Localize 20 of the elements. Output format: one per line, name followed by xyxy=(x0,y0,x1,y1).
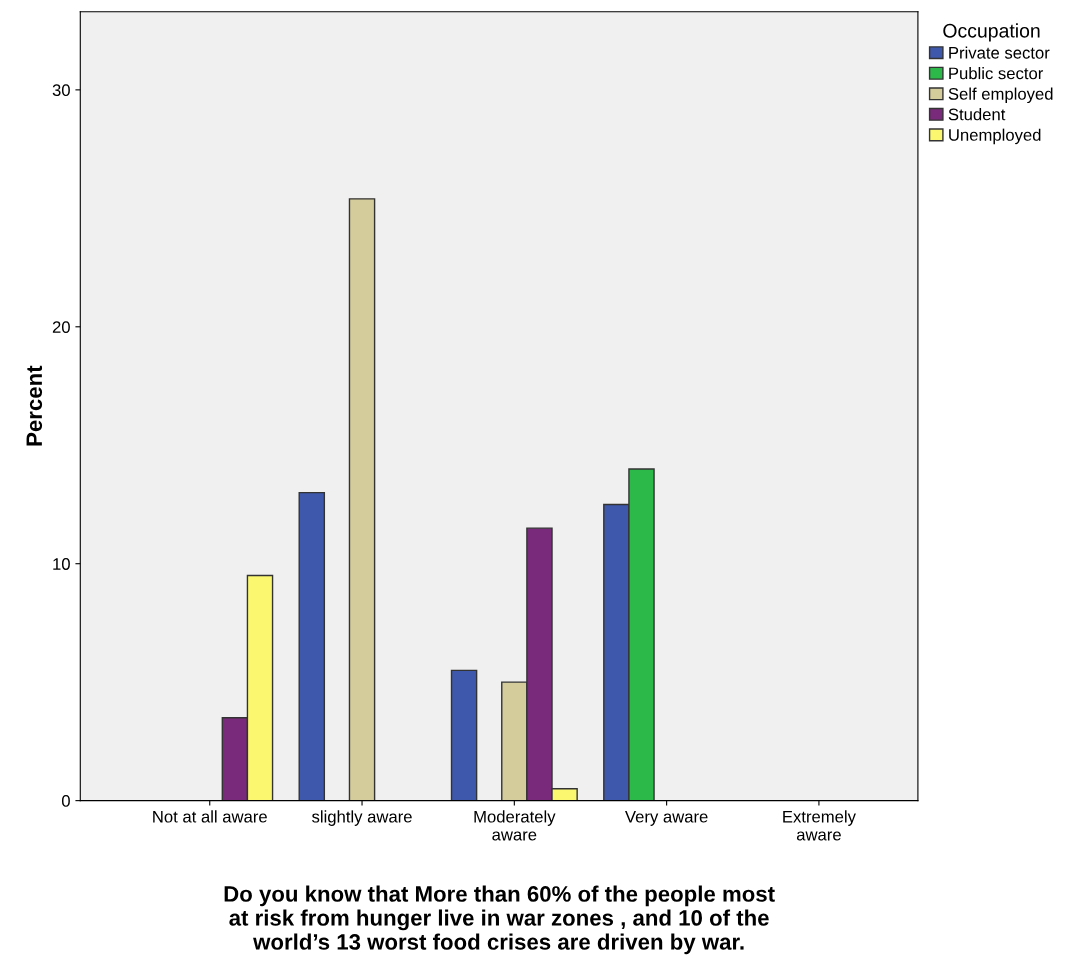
y-axis-title: Percent xyxy=(26,365,43,446)
bar xyxy=(348,198,376,801)
legend-label: Private sector xyxy=(949,46,1050,59)
bar xyxy=(450,669,478,801)
y-tick-label: 30 xyxy=(52,84,70,97)
x-tick-label: Very aware xyxy=(625,810,708,826)
x-axis-title: Do you know that More than 60% of the people most at risk from hunger live in war zones , and 10 of the world’s 13 worst food crises are driven by war. xyxy=(224,885,775,955)
legend-title: Occupation xyxy=(943,23,1040,42)
legend-label: Unemployed xyxy=(949,128,1041,145)
x-tick-label: slightly aware xyxy=(312,810,412,826)
x-tick-label: Moderately aware xyxy=(474,810,556,841)
x-tick-label: Extremely aware xyxy=(783,810,856,841)
y-tick-label: 20 xyxy=(52,321,70,333)
legend-label: Public sector xyxy=(949,67,1044,80)
y-tick-label: 10 xyxy=(53,558,70,570)
x-tick-label: Not at all aware xyxy=(153,810,267,823)
legend-label: Student xyxy=(948,108,1006,121)
bar xyxy=(298,491,326,801)
legend-label: Self employed xyxy=(948,87,1053,104)
y-tick-label: 0 xyxy=(61,795,70,807)
